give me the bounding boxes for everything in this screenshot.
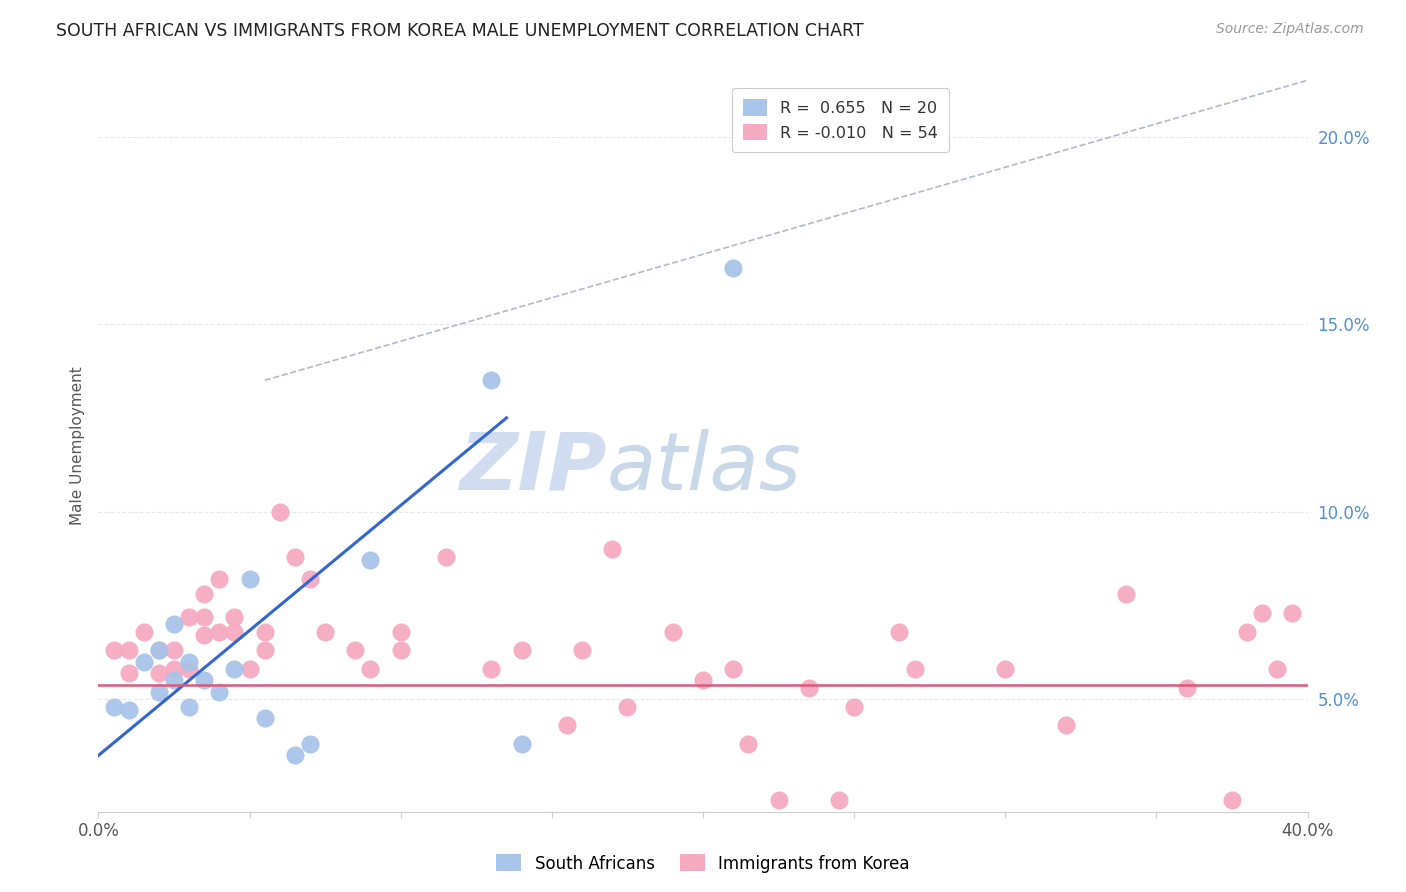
Point (163, 617, 186, 632)
Point (193, 587, 215, 601)
Point (103, 643, 125, 657)
Point (1251, 606, 1274, 620)
Point (163, 673, 186, 688)
Point (692, 673, 714, 688)
Point (828, 793, 851, 807)
Point (253, 643, 276, 657)
Point (208, 684, 231, 698)
Y-axis label: Male Unemployment: Male Unemployment (69, 367, 84, 525)
Point (994, 662, 1017, 676)
Point (661, 624, 683, 639)
Point (224, 662, 246, 676)
Point (344, 643, 367, 657)
Point (434, 549, 457, 564)
Text: Source: ZipAtlas.com: Source: ZipAtlas.com (1216, 22, 1364, 37)
Point (360, 662, 382, 676)
Point (299, 737, 322, 751)
Point (1281, 606, 1303, 620)
Text: SOUTH AFRICAN VS IMMIGRANTS FROM KOREA MALE UNEMPLOYMENT CORRELATION CHART: SOUTH AFRICAN VS IMMIGRANTS FROM KOREA M… (56, 22, 863, 40)
Point (1054, 718, 1077, 732)
Point (555, 718, 578, 732)
Point (904, 662, 927, 676)
Point (163, 643, 186, 657)
Point (103, 699, 125, 714)
Point (163, 662, 186, 676)
Point (193, 673, 215, 688)
Text: atlas: atlas (606, 429, 801, 507)
Point (389, 624, 412, 639)
Point (177, 655, 201, 669)
Point (481, 373, 503, 387)
Point (208, 624, 231, 639)
Point (208, 572, 231, 586)
Point (193, 628, 215, 642)
Legend: South Africans, Immigrants from Korea: South Africans, Immigrants from Korea (489, 847, 917, 880)
Point (239, 662, 262, 676)
Point (148, 643, 170, 657)
Point (360, 553, 382, 567)
Point (118, 703, 141, 717)
Point (193, 609, 215, 624)
Point (269, 505, 291, 519)
Legend: R =  0.655   N = 20, R = -0.010   N = 54: R = 0.655 N = 20, R = -0.010 N = 54 (733, 88, 949, 152)
Point (224, 609, 246, 624)
Point (253, 711, 276, 725)
Point (132, 624, 155, 639)
Point (1236, 624, 1258, 639)
Point (177, 609, 201, 624)
Point (1175, 681, 1198, 695)
Point (389, 643, 412, 657)
Point (1265, 662, 1288, 676)
Point (797, 681, 820, 695)
Point (177, 699, 201, 714)
Point (721, 260, 744, 275)
Point (118, 665, 141, 680)
Point (148, 665, 170, 680)
Point (148, 643, 170, 657)
Point (118, 643, 141, 657)
Point (844, 699, 866, 714)
Point (299, 572, 322, 586)
Point (284, 748, 307, 763)
Point (768, 793, 790, 807)
Point (481, 662, 503, 676)
Point (132, 655, 155, 669)
Point (602, 542, 624, 557)
Point (616, 699, 638, 714)
Point (510, 643, 533, 657)
Point (1220, 793, 1243, 807)
Point (224, 624, 246, 639)
Point (889, 624, 911, 639)
Point (239, 572, 262, 586)
Point (737, 737, 759, 751)
Point (148, 684, 170, 698)
Point (253, 624, 276, 639)
Point (1115, 587, 1137, 601)
Point (721, 662, 744, 676)
Point (284, 549, 307, 564)
Point (510, 737, 533, 751)
Text: ZIP: ZIP (458, 429, 606, 507)
Point (314, 624, 336, 639)
Point (177, 662, 201, 676)
Point (571, 643, 593, 657)
